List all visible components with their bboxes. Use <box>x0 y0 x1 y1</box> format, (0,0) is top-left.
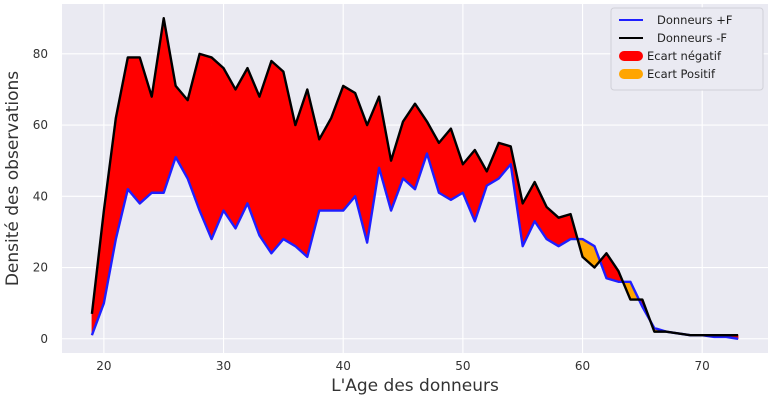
x-tick-label: 30 <box>216 359 231 373</box>
x-tick-label: 70 <box>695 359 710 373</box>
x-axis-label: L'Age des donneurs <box>331 376 499 396</box>
legend-patch-ecart-positif <box>619 69 643 79</box>
x-tick-label: 20 <box>96 359 111 373</box>
fill-ecart-negatif <box>235 66 248 229</box>
fill-ecart-negatif <box>342 85 356 212</box>
series-lines <box>90 17 739 340</box>
legend-label-donneurs-minus-f: Donneurs -F <box>657 31 727 45</box>
x-tick-label: 40 <box>336 359 351 373</box>
legend-box <box>610 7 764 91</box>
legend: Donneurs +F Donneurs -F Ecart négatif Ec… <box>610 7 764 91</box>
legend-label-ecart-positif: Ecart Positif <box>647 67 716 81</box>
y-tick-label: 80 <box>33 47 48 61</box>
x-tick-labels: 20 30 40 50 60 70 <box>96 359 710 373</box>
fill-ecart-negatif <box>199 53 212 240</box>
fill-ecart-negatif <box>271 60 284 255</box>
y-tick-label: 20 <box>33 261 48 275</box>
y-tick-labels: 0 20 40 60 80 <box>33 47 48 346</box>
fill-ecart-negatif <box>127 57 141 205</box>
y-tick-label: 40 <box>33 189 48 203</box>
fill-ecart-negatif <box>223 66 236 230</box>
line-donneurs-plus-f <box>90 152 739 340</box>
legend-label-ecart-negatif: Ecart négatif <box>647 49 722 63</box>
legend-label-donneurs-plus-f: Donneurs +F <box>657 13 732 27</box>
x-tick-label: 50 <box>455 359 470 373</box>
y-axis-label: Densité des observations <box>3 71 23 286</box>
y-tick-label: 0 <box>40 332 48 346</box>
line-donneurs-minus-f <box>90 17 739 337</box>
legend-patch-ecart-negatif <box>619 51 643 61</box>
y-tick-label: 60 <box>33 118 48 132</box>
x-tick-label: 60 <box>575 359 590 373</box>
